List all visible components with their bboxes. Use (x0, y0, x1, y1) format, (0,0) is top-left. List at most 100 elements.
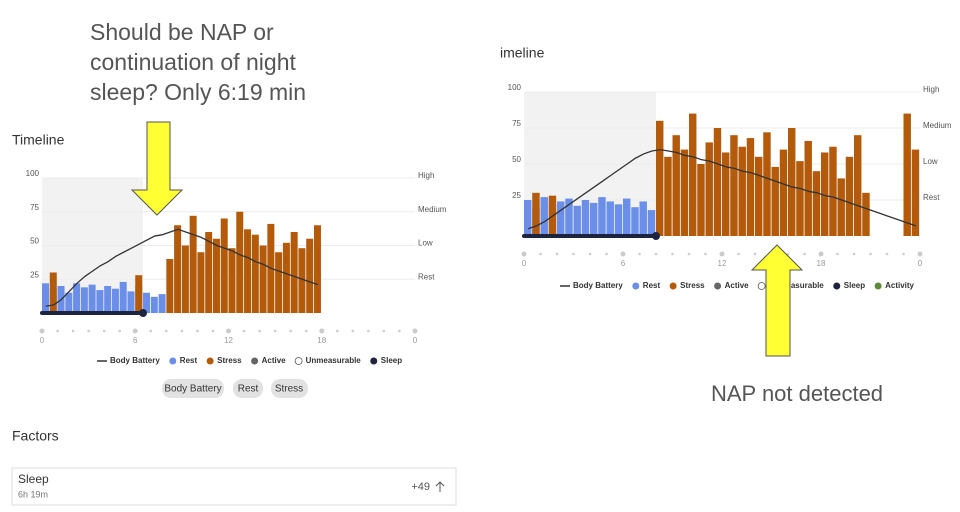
x-tick-label: 0 (522, 259, 527, 268)
card[interactable] (11, 467, 457, 506)
bar (228, 248, 236, 313)
bar (80, 287, 88, 313)
dot (56, 329, 59, 333)
bar (282, 242, 290, 313)
annotation: sleep? Only 6:19 min (90, 79, 306, 105)
dot (885, 252, 889, 256)
bar (197, 252, 205, 313)
dot (654, 252, 658, 256)
bar (746, 138, 755, 236)
dot (335, 329, 339, 333)
dot (118, 329, 122, 333)
bar (111, 288, 119, 313)
legend-label: Rest (643, 281, 661, 290)
bar (174, 225, 182, 313)
button[interactable] (233, 379, 263, 398)
up-icon (435, 481, 445, 492)
bar (631, 207, 639, 236)
legend-label: Body Battery (573, 281, 623, 290)
bar (557, 201, 565, 236)
bar (697, 164, 705, 236)
dot (367, 329, 370, 333)
dot (398, 329, 401, 333)
bar (680, 149, 689, 236)
bar (821, 152, 829, 236)
dot (196, 329, 199, 333)
legend-swatch (294, 357, 303, 365)
button-label[interactable]: Rest (238, 384, 259, 395)
annotation: continuation of night (90, 49, 296, 75)
bar (738, 146, 746, 236)
x-tick (226, 328, 231, 334)
x-tick (39, 328, 45, 334)
bar (614, 204, 623, 236)
dot (638, 252, 641, 256)
heading: imeline (500, 45, 545, 61)
bar (119, 281, 127, 313)
dot (704, 252, 707, 256)
line (527, 148, 917, 230)
dot (803, 252, 806, 256)
bar (306, 238, 314, 313)
dot (539, 252, 542, 256)
bar (722, 152, 730, 236)
dot (687, 252, 691, 256)
arrow (750, 244, 804, 357)
y2-tick-label: Medium (923, 121, 952, 130)
legend-label: Unmeasurable (769, 281, 825, 290)
card-label: Sleep (18, 472, 49, 486)
button-label[interactable]: Stress (275, 384, 303, 395)
bar (590, 202, 598, 236)
button-label[interactable]: Body Battery (164, 384, 221, 395)
bar (220, 218, 228, 313)
bar (788, 128, 796, 236)
button[interactable] (271, 379, 308, 398)
bar (181, 245, 189, 313)
dot (180, 329, 184, 333)
bar (656, 120, 664, 236)
annotation: NAP not detected (711, 381, 883, 406)
x-tick (818, 251, 824, 257)
y-tick-label: 50 (30, 237, 39, 246)
legend-swatch (251, 357, 259, 365)
dot (165, 329, 168, 333)
x-tick (620, 251, 626, 257)
legend-label: Stress (217, 356, 242, 365)
dot (753, 252, 757, 256)
dot (555, 252, 559, 256)
legend-swatch (714, 282, 722, 290)
button[interactable] (162, 379, 224, 398)
bar (88, 284, 96, 313)
bar (42, 283, 49, 313)
x-tick (132, 328, 138, 334)
dot (605, 252, 608, 256)
bar (804, 140, 812, 236)
x-tick-label: 6 (621, 259, 626, 268)
x-tick-label: 12 (224, 336, 233, 345)
bar (143, 292, 151, 313)
x-tick-label: 18 (317, 336, 326, 345)
bar (705, 142, 713, 236)
bar (212, 238, 220, 313)
bar (779, 149, 788, 236)
bar (540, 197, 548, 236)
bar (532, 192, 540, 236)
bar (854, 135, 862, 236)
dot (382, 329, 386, 333)
bar (713, 128, 722, 236)
legend-swatch (874, 282, 882, 290)
dot (588, 252, 592, 256)
bar (837, 178, 845, 236)
bar (150, 296, 158, 313)
y2-tick-label: Rest (923, 193, 940, 202)
arrow (130, 121, 184, 216)
bar (205, 232, 213, 313)
dot (869, 252, 872, 256)
bar (689, 113, 697, 236)
bar (911, 149, 920, 236)
bar (290, 232, 298, 313)
bar (763, 132, 771, 236)
heading: Factors (12, 428, 59, 444)
bar (189, 215, 197, 313)
